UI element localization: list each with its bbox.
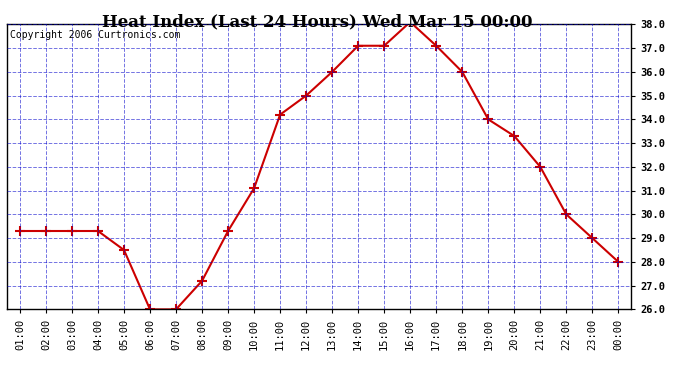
Text: Heat Index (Last 24 Hours) Wed Mar 15 00:00: Heat Index (Last 24 Hours) Wed Mar 15 00… bbox=[102, 13, 533, 30]
Text: Copyright 2006 Curtronics.com: Copyright 2006 Curtronics.com bbox=[10, 30, 180, 40]
